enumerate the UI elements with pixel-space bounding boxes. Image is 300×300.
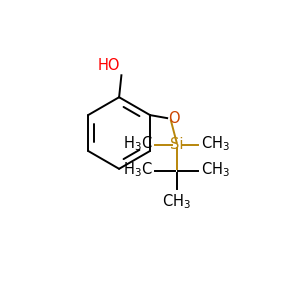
Text: Si: Si: [170, 137, 183, 152]
Text: CH$_3$: CH$_3$: [201, 134, 230, 153]
Text: CH$_3$: CH$_3$: [162, 192, 191, 211]
Text: CH$_3$: CH$_3$: [201, 161, 230, 179]
Text: H$_3$C: H$_3$C: [123, 161, 153, 179]
Text: HO: HO: [98, 58, 120, 74]
Text: O: O: [168, 111, 180, 126]
Text: H$_3$C: H$_3$C: [123, 134, 153, 153]
